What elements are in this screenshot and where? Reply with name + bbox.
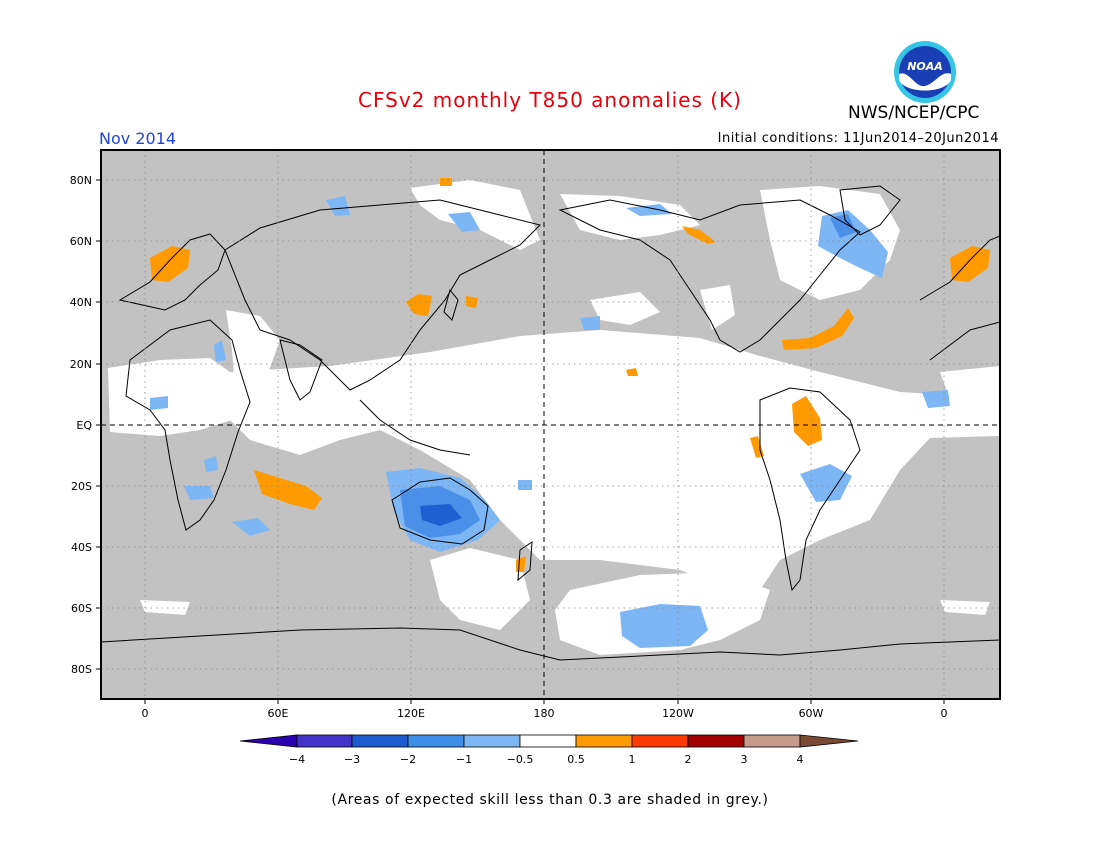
legend-tick: −4	[289, 753, 305, 766]
lon-label: 0	[941, 707, 948, 720]
forecast-month: Nov 2014	[99, 129, 177, 148]
positive-anomaly	[150, 178, 990, 572]
lat-label: 20N	[70, 358, 92, 371]
longitude-labels: 0 60E 120E 180 120W 60W 0	[142, 707, 948, 720]
lat-label: 60N	[70, 235, 92, 248]
equator-and-dateline	[101, 150, 1000, 699]
lon-label: 120E	[397, 707, 425, 720]
legend-swatch	[799, 734, 859, 748]
legend-tick: −3	[344, 753, 360, 766]
legend-tick: 4	[797, 753, 804, 766]
legend-swatch	[575, 734, 633, 748]
legend-tick: 3	[741, 753, 748, 766]
legend-swatch	[743, 734, 801, 748]
legend-ticks: −4 −3 −2 −1 −0.5 0.5 1 2 3 4	[289, 753, 804, 766]
legend-swatch	[351, 734, 409, 748]
lat-label: 20S	[71, 480, 92, 493]
legend-tick: 0.5	[567, 753, 585, 766]
legend-tick: 1	[629, 753, 636, 766]
axis-ticks	[96, 179, 945, 704]
legend-tick: −2	[400, 753, 416, 766]
lon-label: 120W	[662, 707, 694, 720]
legend-swatch	[519, 734, 577, 748]
legend-swatches	[240, 734, 859, 748]
legend-tick: −0.5	[507, 753, 534, 766]
legend-swatch	[240, 734, 298, 748]
lat-label: 60S	[71, 602, 92, 615]
latitude-labels: 80N 60N 40N 20N EQ 20S 40S 60S 80S	[70, 174, 93, 676]
lon-label: 0	[142, 707, 149, 720]
lat-label: 80S	[71, 663, 92, 676]
initial-conditions: Initial conditions: 11Jun2014–20Jun2014	[717, 131, 999, 146]
lat-label: 80N	[70, 174, 92, 187]
lon-label: 180	[534, 707, 555, 720]
noaa-logo: NOAA	[894, 41, 956, 103]
map-title: CFSv2 monthly T850 anomalies (K)	[358, 88, 742, 112]
negative-anomaly-dark	[420, 504, 462, 526]
legend-tick: 2	[685, 753, 692, 766]
coastlines	[101, 185, 1000, 661]
legend-swatch	[296, 734, 353, 748]
logo-text: NOAA	[907, 60, 943, 73]
lat-label: 40S	[71, 541, 92, 554]
legend-swatch	[687, 734, 745, 748]
color-legend: −4 −3 −2 −1 −0.5 0.5 1 2 3 4	[240, 734, 859, 766]
legend-tick: −1	[456, 753, 472, 766]
agency-label: NWS/NCEP/CPC	[848, 103, 980, 123]
skill-footnote: (Areas of expected skill less than 0.3 a…	[331, 792, 769, 808]
lon-label: 60E	[268, 707, 289, 720]
legend-swatch	[463, 734, 521, 748]
lon-label: 60W	[799, 707, 824, 720]
lat-label: 40N	[70, 296, 92, 309]
legend-swatch	[631, 734, 689, 748]
legend-swatch	[407, 734, 465, 748]
gridlines	[101, 150, 1000, 699]
lat-label: EQ	[76, 419, 92, 432]
